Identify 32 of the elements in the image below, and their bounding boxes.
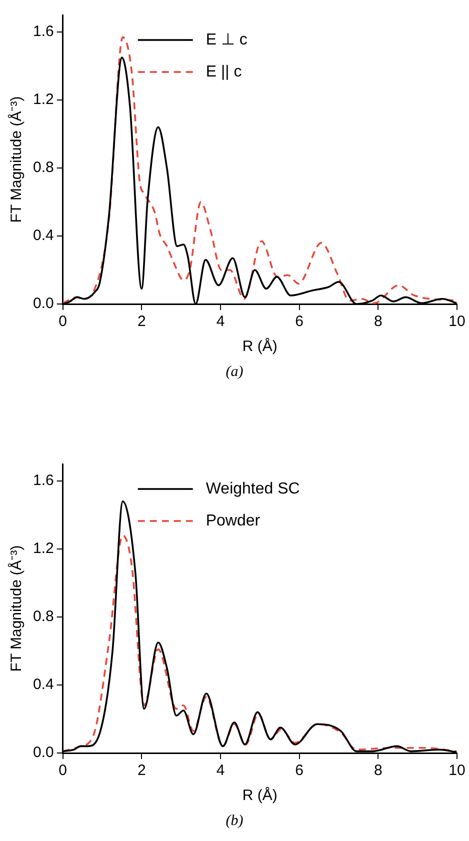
legend-label: Weighted SC xyxy=(206,480,300,498)
legend-label: E ⊥ c xyxy=(206,31,248,48)
y-axis-title: FT Magnitude (Å⁻³) xyxy=(7,545,26,672)
x-tick-label: 6 xyxy=(295,313,304,330)
y-tick-label: 0.8 xyxy=(32,159,54,176)
x-tick-label: 4 xyxy=(216,313,225,330)
x-tick-label: 2 xyxy=(138,762,146,780)
y-tick-label: 0.4 xyxy=(32,227,54,244)
x-axis-title: R (Å) xyxy=(242,786,278,804)
y-axis-title: FT Magnitude (Å⁻³) xyxy=(7,96,26,223)
x-tick-label: 4 xyxy=(216,762,225,780)
y-tick-label: 1.6 xyxy=(32,23,54,40)
legend-label: Powder xyxy=(206,512,261,530)
y-tick-label: 0.0 xyxy=(32,295,54,312)
x-tick-label: 2 xyxy=(138,313,146,330)
y-tick-label: 0.4 xyxy=(32,676,54,694)
x-tick-label: 10 xyxy=(448,313,466,330)
x-tick-label: 6 xyxy=(295,762,304,780)
text: (b) xyxy=(224,812,244,831)
y-tick-label: 1.6 xyxy=(32,472,54,490)
y-tick-label: 0.8 xyxy=(32,608,54,626)
legend-label: E || c xyxy=(206,63,242,80)
x-tick-label: 8 xyxy=(374,313,382,330)
x-tick-label: 0 xyxy=(58,762,68,780)
x-axis-title: R (Å) xyxy=(242,337,278,356)
x-tick-label: 10 xyxy=(448,762,466,780)
x-tick-label: 0 xyxy=(58,313,68,330)
text: (a) xyxy=(224,363,244,382)
y-tick-label: 1.2 xyxy=(32,540,54,558)
y-tick-label: 1.2 xyxy=(32,91,54,108)
y-tick-label: 0.0 xyxy=(32,744,54,762)
x-tick-label: 8 xyxy=(374,762,382,780)
